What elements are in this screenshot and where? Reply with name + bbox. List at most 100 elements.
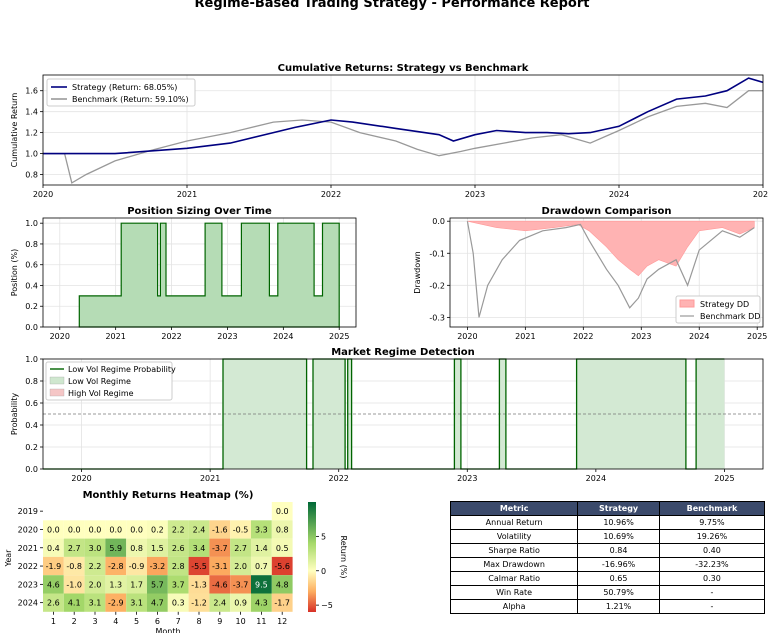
heatmap-cell <box>209 575 231 594</box>
stats-cell: Alpha <box>449 599 579 614</box>
heatmap-cell <box>126 538 147 557</box>
drawdown-ylabel: Drawdown <box>413 251 422 293</box>
regime-ytick-label: 0.0 <box>25 465 38 474</box>
cumret-xtick-label: 2020 <box>33 190 53 199</box>
cumret-legend: Strategy (Return: 68.05%) Benchmark (Retu… <box>46 78 196 107</box>
regime-legend: Low Vol Regime Probability Low Vol Regime… <box>45 361 176 401</box>
heatmap-cell-label: -1.9 <box>46 562 62 571</box>
heatmap-cell-label: 3.0 <box>89 544 102 553</box>
heatmap-cell <box>63 520 85 539</box>
regime-ytick-label: 0.8 <box>25 377 38 386</box>
heatmap-cell-label: 1.3 <box>109 580 122 589</box>
stats-cell: 1.21% <box>577 599 660 614</box>
drawdown-strategy-area <box>467 220 755 277</box>
heatmap-cell-label: 0.0 <box>130 525 143 534</box>
heatmap-cell <box>251 556 272 576</box>
stats-table: Metric Strategy Benchmark Annual Return 10.… <box>449 501 766 614</box>
drawdown-axes: 2020 2021 2022 2023 2024 2025 0.0 -0.1 -0.2 -0.3 D… <box>413 206 767 341</box>
heatmap-cell-label: 0.8 <box>276 525 289 534</box>
heatmap-cell-label: 2.0 <box>89 580 102 589</box>
heatmap-colorbar-tick-label: −5 <box>321 601 333 610</box>
heatmap-colorbar-tick-label: 5 <box>321 532 326 541</box>
position-ytick-label: 0.2 <box>25 302 38 311</box>
heatmap-cell <box>251 575 272 594</box>
heatmap-cell <box>167 520 189 539</box>
cumret-line-strategy <box>43 77 764 155</box>
position-xtick-label: 2021 <box>105 332 125 341</box>
heatmap-cell <box>188 520 210 539</box>
cumret-legend-label: Strategy (Return: 68.05%) <box>72 83 177 92</box>
heatmap-cell <box>230 575 251 594</box>
heatmap-cell <box>188 538 210 557</box>
heatmap-cell <box>126 593 147 612</box>
heatmap-cell-label: -1.2 <box>191 599 207 608</box>
heatmap-cell <box>63 593 85 612</box>
regime-xtick-label: 2023 <box>457 474 477 483</box>
cumret-frame <box>42 74 764 186</box>
heatmap-cell-label: -2.8 <box>108 562 124 571</box>
stats-cell: 0.84 <box>577 543 660 558</box>
heatmap-cell <box>271 502 293 521</box>
heatmap-cell <box>147 520 168 539</box>
heatmap-ytick-label: 2024 <box>18 599 38 608</box>
cumret-ytick-label: 1.2 <box>25 129 38 138</box>
stats-header-cell: Metric <box>449 501 579 516</box>
cumret-title: Cumulative Returns: Strategy vs Benchmar… <box>278 63 529 74</box>
heatmap-colorbar-tick-label: 0 <box>321 567 326 576</box>
heatmap-cell <box>147 538 168 557</box>
heatmap-xtick-label: 10 <box>236 617 246 626</box>
heatmap-cell-label: 4.6 <box>47 580 60 589</box>
heatmap-cell-label: -1.3 <box>191 580 207 589</box>
position-ylabel: Position (%) <box>10 249 19 297</box>
heatmap-cell <box>167 538 189 557</box>
position-ytick-label: 0.6 <box>25 261 38 270</box>
heatmap-cell <box>167 556 189 576</box>
heatmap-cell-label: 1.7 <box>130 580 143 589</box>
heatmap-cell <box>271 520 293 539</box>
heatmap-xtick-label: 2 <box>72 617 77 626</box>
position-title: Position Sizing Over Time <box>127 206 272 217</box>
heatmap-cell <box>230 520 251 539</box>
regime-legend-label: Low Vol Regime <box>68 377 131 386</box>
cumret-ylabel: Cumulative Return <box>10 93 19 168</box>
heatmap-cell-label: 0.0 <box>89 525 102 534</box>
regime-ytick-label: 1.0 <box>25 355 38 364</box>
cumret-legend-label: Benchmark (Return: 59.10%) <box>72 95 189 104</box>
stats-cell: Max Drawdown <box>449 557 579 572</box>
position-ytick-label: 0.8 <box>25 240 38 249</box>
cumret-xtick-label: 2023 <box>465 190 485 199</box>
heatmap-cell <box>84 575 106 594</box>
heatmap-cell-label: 1.4 <box>255 544 268 553</box>
heatmap-cell-label: 2.0 <box>234 562 247 571</box>
drawdown-ytick-label: -0.2 <box>429 281 445 290</box>
position-ytick-label: 1.0 <box>25 219 38 228</box>
heatmap-ylabel: Year <box>4 549 13 568</box>
position-ytick-label: 0.4 <box>25 281 38 290</box>
heatmap-cell-label: 2.7 <box>68 544 81 553</box>
heatmap-cell <box>126 556 147 576</box>
heatmap-cell-label: 3.3 <box>255 525 268 534</box>
heatmap-cell <box>63 575 85 594</box>
stats-cell: 0.30 <box>658 571 766 586</box>
cumret-xtick-label: 2021 <box>177 190 197 199</box>
heatmap-cell-label: 0.0 <box>68 525 81 534</box>
heatmap-xtick-label: 6 <box>155 617 160 626</box>
heatmap-cell <box>271 556 293 576</box>
heatmap-cell-label: -0.8 <box>66 562 82 571</box>
heatmap-cell <box>126 520 147 539</box>
heatmap-cell-label: 0.0 <box>109 525 122 534</box>
heatmap-cell <box>63 556 85 576</box>
stats-cell: Sharpe Ratio <box>449 543 579 558</box>
position-xtick-label: 2022 <box>161 332 181 341</box>
heatmap: 0.0 0.0 0.0 0.0 0.0 0.0 0.2 2.2 2.4 -1.6 -0.5 3.3 0.… <box>4 490 348 633</box>
cumret-line-benchmark <box>43 90 763 184</box>
heatmap-cell-label: 2.2 <box>172 525 185 534</box>
heatmap-xtick-label: 4 <box>113 617 118 626</box>
stats-cell: Calmar Ratio <box>449 571 579 586</box>
drawdown-legend-label: Strategy DD <box>700 300 749 309</box>
heatmap-cell-label: -3.2 <box>150 562 166 571</box>
position-xtick-label: 2023 <box>217 332 237 341</box>
heatmap-cell-label: 0.5 <box>276 544 289 553</box>
heatmap-cell-label: 0.8 <box>130 544 143 553</box>
heatmap-cell-label: -3.7 <box>212 544 228 553</box>
